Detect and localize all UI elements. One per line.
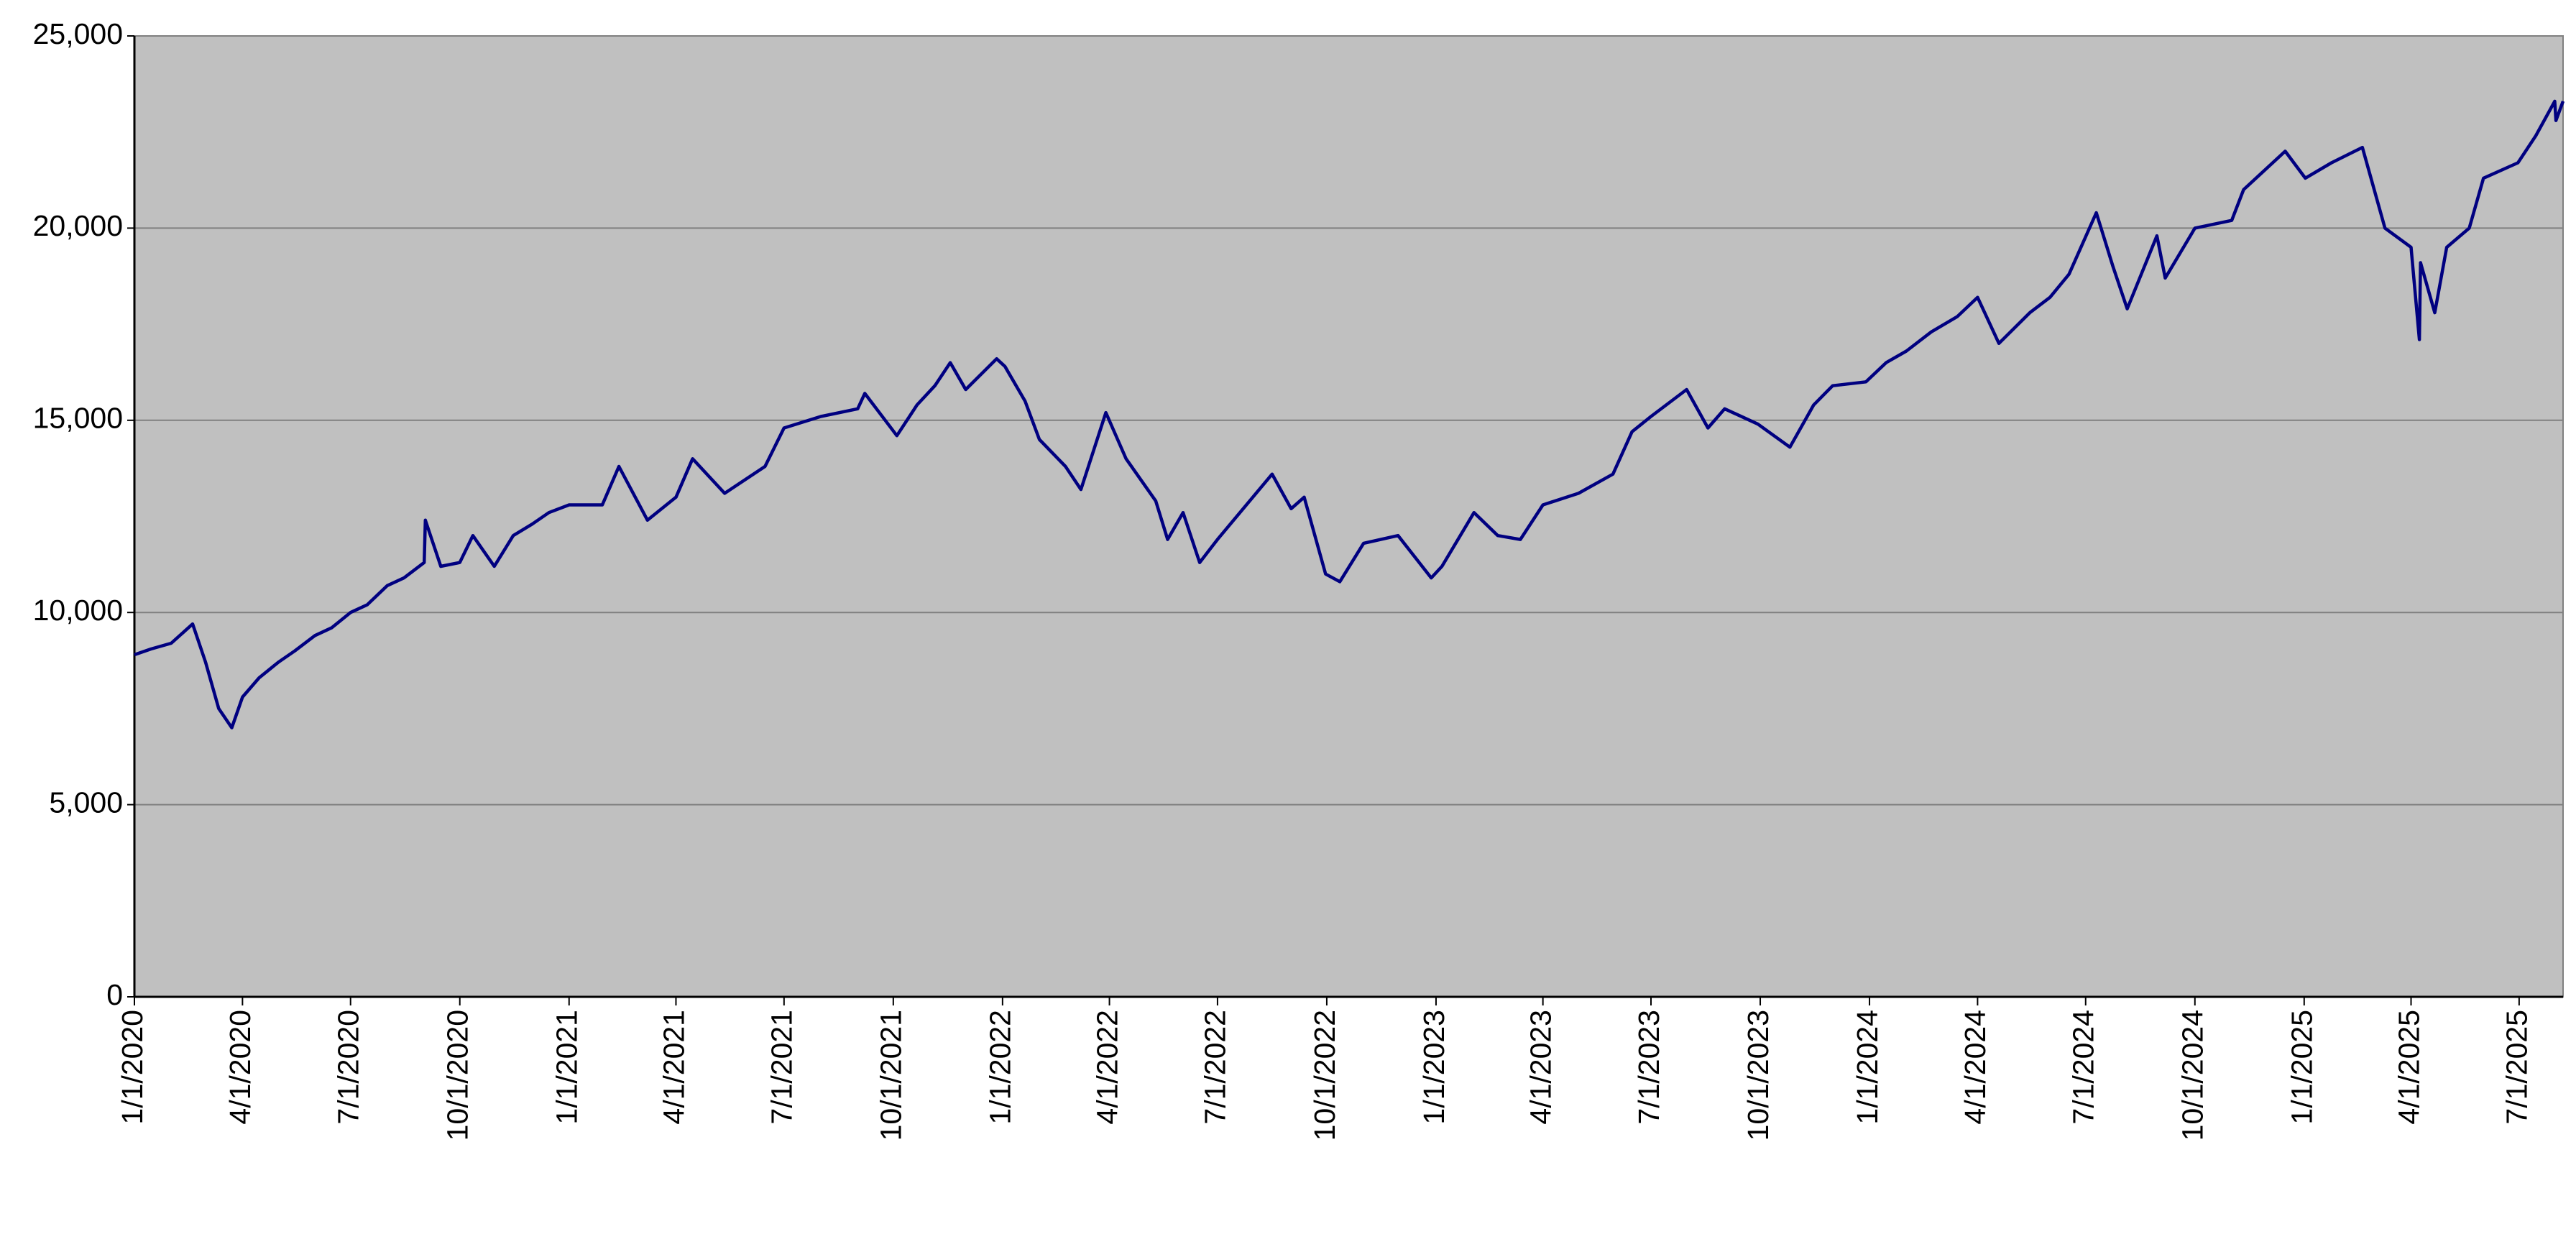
x-tick-label: 10/1/2021 xyxy=(875,1010,908,1141)
x-tick-label: 1/1/2022 xyxy=(984,1010,1017,1125)
x-tick-label: 1/1/2025 xyxy=(2286,1010,2319,1125)
x-tick-label: 10/1/2023 xyxy=(1742,1010,1775,1141)
x-tick-label: 4/1/2025 xyxy=(2392,1010,2425,1125)
x-tick-label: 7/1/2024 xyxy=(2067,1010,2100,1125)
x-tick-label: 1/1/2020 xyxy=(116,1010,149,1125)
y-tick-label: 25,000 xyxy=(33,17,123,50)
x-tick-label: 4/1/2022 xyxy=(1090,1010,1123,1125)
y-tick-label: 5,000 xyxy=(49,786,123,819)
x-tick-label: 7/1/2022 xyxy=(1199,1010,1232,1125)
x-tick-label: 7/1/2025 xyxy=(2501,1010,2534,1125)
x-tick-label: 1/1/2023 xyxy=(1417,1010,1450,1125)
x-tick-label: 7/1/2020 xyxy=(332,1010,365,1125)
x-tick-label: 4/1/2020 xyxy=(224,1010,257,1125)
x-tick-label: 10/1/2022 xyxy=(1308,1010,1341,1141)
x-tick-label: 4/1/2023 xyxy=(1524,1010,1557,1125)
y-tick-label: 20,000 xyxy=(33,209,123,242)
y-tick-label: 15,000 xyxy=(33,402,123,435)
y-tick-label: 0 xyxy=(106,978,123,1011)
x-tick-label: 7/1/2021 xyxy=(765,1010,799,1125)
plot-area xyxy=(134,35,2564,998)
x-tick-label: 10/1/2020 xyxy=(441,1010,474,1141)
x-tick-label: 1/1/2021 xyxy=(551,1010,584,1125)
x-tick-label: 10/1/2024 xyxy=(2176,1010,2209,1141)
x-tick-label: 7/1/2023 xyxy=(1632,1010,1665,1125)
x-tick-label: 4/1/2021 xyxy=(657,1010,690,1125)
data-line xyxy=(134,99,2565,729)
x-tick-label: 1/1/2024 xyxy=(1851,1010,1884,1125)
y-tick-label: 10,000 xyxy=(33,594,123,627)
x-tick-label: 4/1/2024 xyxy=(1959,1010,1992,1125)
